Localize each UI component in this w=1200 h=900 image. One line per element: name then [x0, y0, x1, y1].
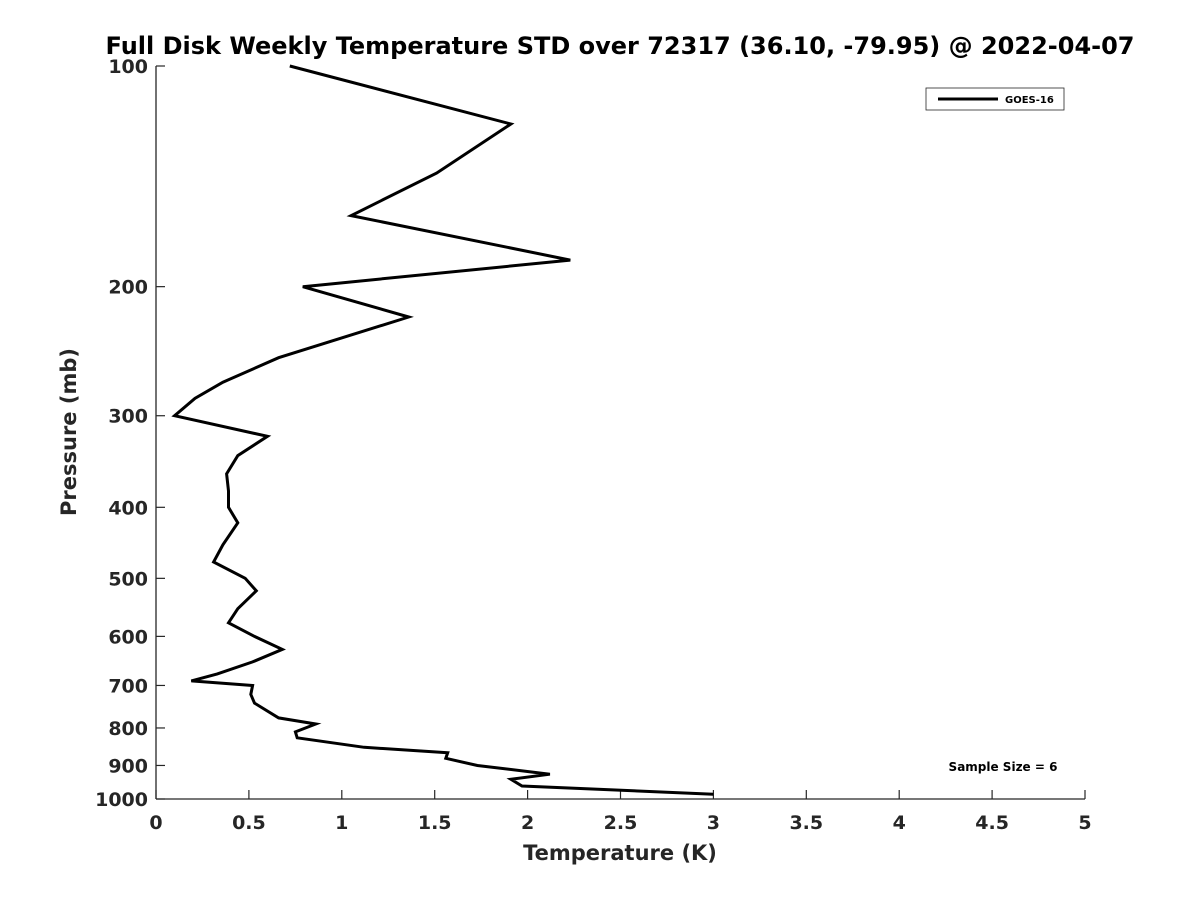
y-tick-label: 700 [108, 675, 148, 697]
x-axis-label: Temperature (K) [523, 841, 717, 865]
legend: GOES-16 [925, 87, 1065, 111]
y-tick-label: 800 [108, 718, 148, 740]
x-tick-label: 3.5 [789, 812, 823, 834]
x-tick-label: 2.5 [604, 812, 638, 834]
x-tick-label: 0.5 [232, 812, 266, 834]
y-tick-label: 100 [108, 56, 148, 78]
series-line-goes-16 [171, 64, 714, 796]
y-tick-label: 400 [108, 497, 148, 519]
y-tick-label: 300 [108, 406, 148, 428]
chart-title: Full Disk Weekly Temperature STD over 72… [106, 32, 1135, 60]
y-axis-label: Pressure (mb) [57, 348, 81, 516]
legend-label-goes-16: GOES-16 [1005, 95, 1054, 106]
x-tick-label: 4.5 [975, 812, 1009, 834]
x-tick-label: 3 [707, 812, 720, 834]
x-ticks: 0 0.5 1 1.5 2 2.5 3 3.5 4 4.5 5 [149, 790, 1092, 834]
y-tick-label: 600 [108, 626, 148, 648]
y-tick-label: 200 [108, 277, 148, 299]
x-tick-label: 4 [893, 812, 906, 834]
y-ticks: 100 200 300 400 500 600 700 800 900 1000 [95, 56, 165, 811]
x-tick-label: 1 [335, 812, 348, 834]
y-tick-label: 1000 [95, 789, 148, 811]
y-tick-label: 500 [108, 568, 148, 590]
series-layer [171, 64, 714, 796]
y-tick-label: 900 [108, 755, 148, 777]
x-tick-label: 5 [1078, 812, 1091, 834]
x-tick-label: 0 [149, 812, 162, 834]
sample-size-annotation: Sample Size = 6 [949, 760, 1058, 774]
x-tick-label: 2 [521, 812, 534, 834]
x-tick-label: 1.5 [418, 812, 452, 834]
